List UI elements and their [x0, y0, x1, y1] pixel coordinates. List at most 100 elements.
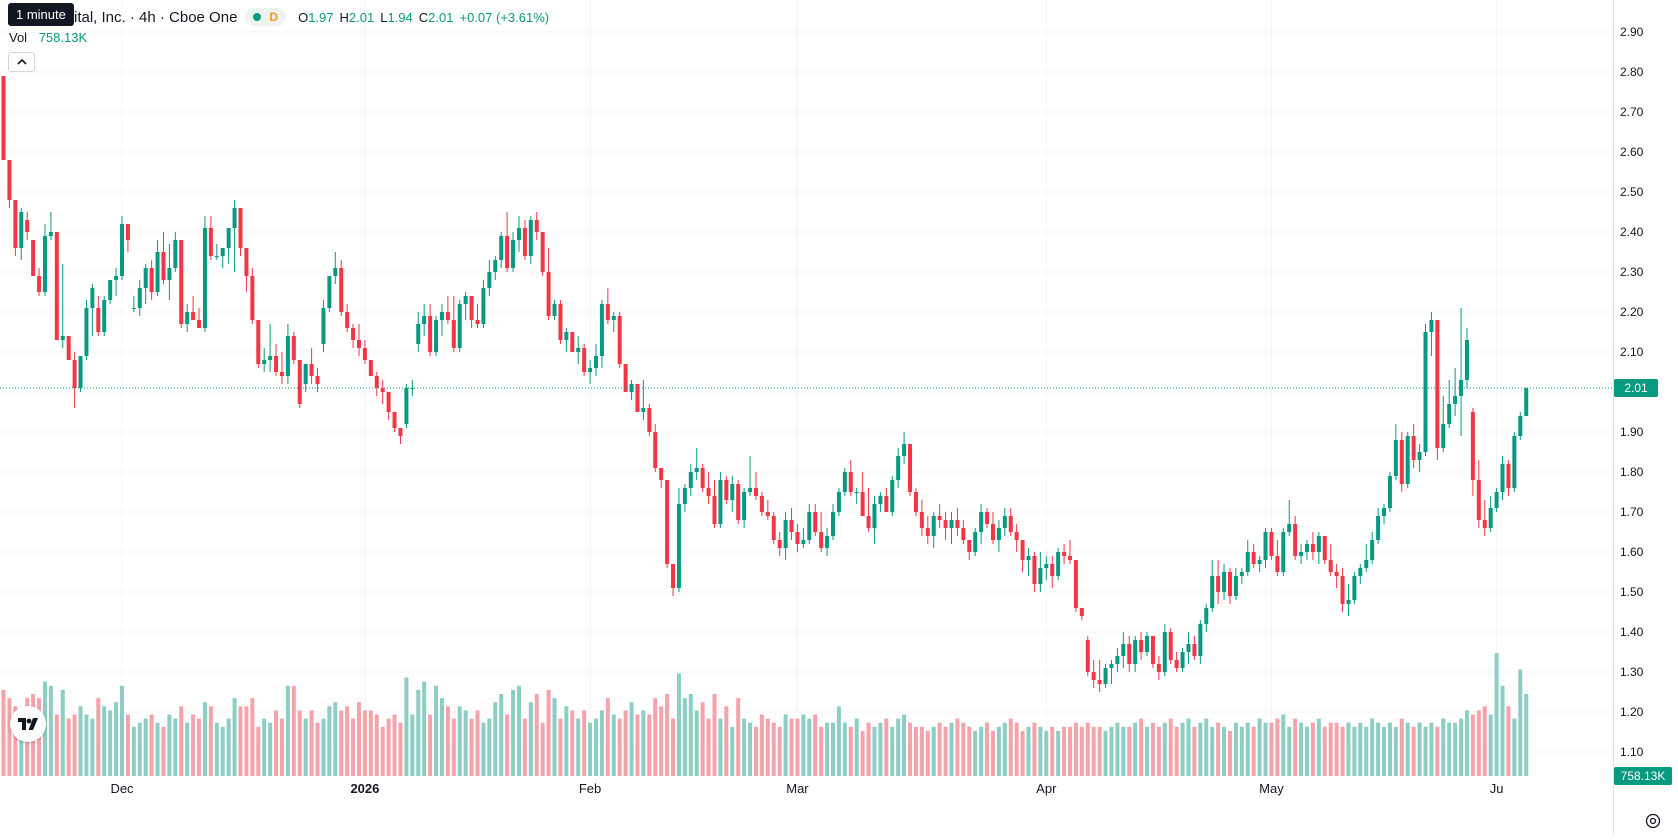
volume-bar [1079, 726, 1084, 776]
candle-body [890, 480, 895, 512]
candle-body [1435, 320, 1440, 448]
volume-bar [1233, 722, 1238, 776]
volume-bar [996, 726, 1001, 776]
candle-body [108, 280, 113, 300]
candle-body [149, 268, 154, 292]
candle-body [1044, 564, 1049, 568]
candle-body [789, 520, 794, 532]
candle-body [439, 312, 444, 320]
symbol-title[interactable]: ital, Inc. · 4h · Cboe One [74, 8, 238, 26]
collapse-legend-button[interactable] [8, 52, 35, 72]
candle-body [1464, 340, 1469, 380]
volume-bar [1251, 726, 1256, 776]
volume-bar [1334, 722, 1339, 776]
candle-body [694, 468, 699, 472]
price-axis[interactable]: 2.902.802.702.602.502.402.302.202.102.00… [1620, 25, 1644, 759]
candle-body [712, 496, 717, 524]
candle-body [647, 408, 652, 432]
volume-bar [795, 718, 800, 776]
volume-bar [321, 718, 326, 776]
candle-body [1091, 672, 1096, 680]
volume-bar [985, 722, 990, 776]
candle-body [605, 304, 610, 320]
volume-bar [635, 714, 640, 776]
candle-body [185, 312, 190, 324]
volume-bar [528, 702, 533, 776]
candle-body [1227, 572, 1232, 596]
candle-body [19, 212, 24, 248]
price-tick-label: 1.10 [1620, 745, 1644, 759]
volume-bar [540, 722, 545, 776]
volume-bar [546, 689, 551, 776]
candle-body [1376, 516, 1381, 540]
candle-body [131, 308, 136, 309]
volume-bar [428, 714, 433, 776]
candle-body [546, 272, 551, 316]
volume-bar [481, 722, 486, 776]
volume-bar [1429, 722, 1434, 776]
volume-bar [1216, 722, 1221, 776]
price-tick-label: 2.80 [1620, 65, 1644, 79]
volume-bar [570, 710, 575, 776]
candle-body [671, 564, 676, 588]
candle-body [623, 364, 628, 392]
volume-bar [232, 698, 237, 776]
volume-bar [1127, 726, 1132, 776]
volume-bar [303, 718, 308, 776]
volume-bar [866, 722, 871, 776]
time-axis[interactable]: Dec 2026 Feb Mar Apr May Ju [110, 781, 1503, 796]
volume-bar [1322, 726, 1327, 776]
volume-bar [1310, 722, 1315, 776]
volume-bar [114, 702, 119, 776]
volume-bar [706, 718, 711, 776]
volume-bar [1411, 726, 1416, 776]
candle-body [268, 356, 273, 360]
delayed-badge: D [269, 10, 279, 24]
candle-body [84, 308, 89, 356]
price-tick-label: 1.80 [1620, 465, 1644, 479]
volume-bar [1269, 722, 1274, 776]
volume-bar [84, 714, 89, 776]
candle-body [1275, 556, 1280, 572]
candle-body [1156, 664, 1161, 672]
volume-bar [641, 710, 646, 776]
volume-bar [386, 718, 391, 776]
volume-bar [54, 714, 59, 776]
candle-body [1115, 656, 1120, 664]
volume-bar [1133, 722, 1138, 776]
tradingview-logo-icon[interactable] [10, 706, 46, 742]
candle-body [860, 492, 865, 516]
volume-bar [1056, 730, 1061, 776]
volume-bar [108, 710, 113, 776]
volume-bar [1162, 722, 1167, 776]
candle-body [37, 276, 42, 292]
volume-bar [439, 698, 444, 776]
volume-bar [765, 718, 770, 776]
volume-bar [1352, 726, 1357, 776]
candle-body [499, 236, 504, 260]
volume-bar [1494, 653, 1499, 776]
volume-bar [534, 694, 539, 776]
candle-body [445, 312, 450, 320]
volume-bar [457, 706, 462, 776]
candle-body [303, 364, 308, 384]
ohlc-value: +0.07 (+3.61%) [459, 9, 550, 25]
candle-body [1139, 640, 1144, 652]
volume-bar [434, 685, 439, 776]
volume-bar [297, 710, 302, 776]
volume-bar [155, 722, 160, 776]
volume-bar [576, 718, 581, 776]
volume-bar [878, 722, 883, 776]
volume-bar [884, 718, 889, 776]
candle-body [416, 324, 421, 344]
candle-body [451, 320, 456, 348]
price-tick-label: 1.20 [1620, 705, 1644, 719]
candle-body [114, 276, 119, 280]
settings-icon[interactable] [1644, 812, 1662, 830]
candle-body [688, 472, 693, 488]
volume-bar [1464, 710, 1469, 776]
market-status[interactable]: D [245, 8, 287, 26]
volume-bar [374, 714, 379, 776]
